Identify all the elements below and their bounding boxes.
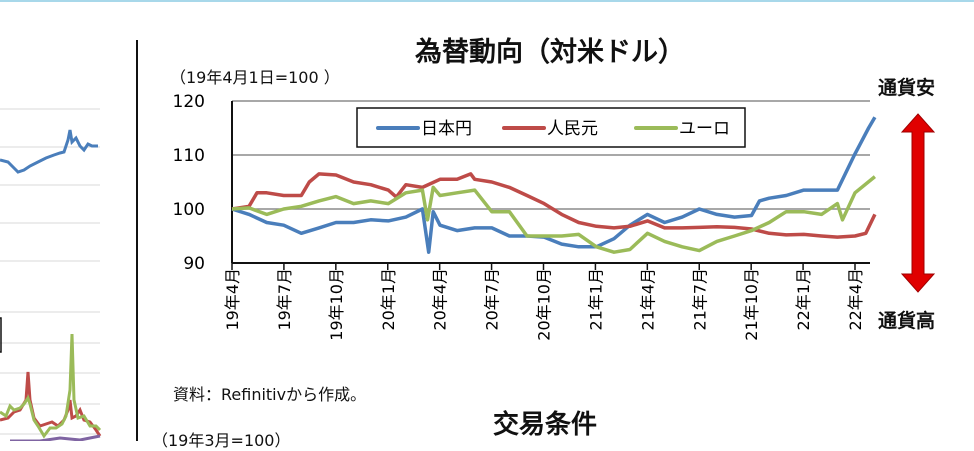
legend: 日本円 人民元 ユーロ [356, 107, 746, 148]
next-chart-title: 交易条件 [492, 410, 597, 440]
double-arrow-icon [900, 113, 936, 293]
series-line-1 [231, 172, 877, 239]
previous-chart-gridlines [0, 108, 100, 435]
y-tick-label: 110 [173, 146, 205, 166]
previous-chart-legend-box [0, 317, 2, 353]
x-tick-label: 22年1月 [794, 268, 813, 331]
previous-chart-green-line [0, 333, 102, 439]
source-note: 資料：Refinitivから作成。 [173, 385, 367, 404]
legend-label: ユーロ [679, 119, 730, 139]
y-tick-label: 90 [183, 254, 205, 274]
previous-chart-blue-line [0, 129, 98, 174]
x-tick-label: 21年10月 [742, 268, 761, 341]
x-tick-label: 20年10月 [535, 268, 554, 341]
previous-chart-fragment [0, 108, 102, 441]
weak-currency-label: 通貨安 [878, 77, 936, 99]
series-line-0 [231, 116, 877, 254]
chart-title: 為替動向（対米ドル） [415, 37, 685, 68]
x-tick-label: 19年7月 [275, 268, 294, 331]
x-tick-label: 21年4月 [638, 268, 657, 331]
x-tick-label: 20年1月 [379, 268, 398, 331]
x-tick-label: 19年10月 [327, 268, 346, 341]
next-chart-base-note: （19年3月=100） [152, 431, 291, 450]
legend-label: 人民元 [547, 119, 598, 139]
legend-box [356, 107, 746, 148]
exchange-rate-chart: 120 110 100 90 19年4月 19年7月 19年10月 20年1月 20年4月 20… [173, 92, 877, 341]
series-line-2 [231, 175, 877, 254]
chart-base-note: （19年4月1日=100 ） [170, 68, 340, 87]
x-tick-label: 20年7月 [483, 268, 502, 331]
x-tick-label: 20年4月 [431, 268, 450, 331]
legend-label: 日本円 [421, 119, 472, 139]
y-tick-label: 100 [173, 200, 205, 220]
section-divider [136, 40, 138, 441]
strong-currency-label: 通貨高 [878, 310, 936, 332]
x-tick-label: 19年4月 [223, 268, 242, 331]
top-border [0, 0, 974, 2]
x-tick-label: 22年4月 [846, 268, 865, 331]
x-tick-label: 21年1月 [586, 268, 605, 331]
x-tick-label: 21年7月 [690, 268, 709, 331]
previous-chart-purple-line [10, 434, 101, 441]
y-tick-label: 120 [173, 92, 205, 112]
